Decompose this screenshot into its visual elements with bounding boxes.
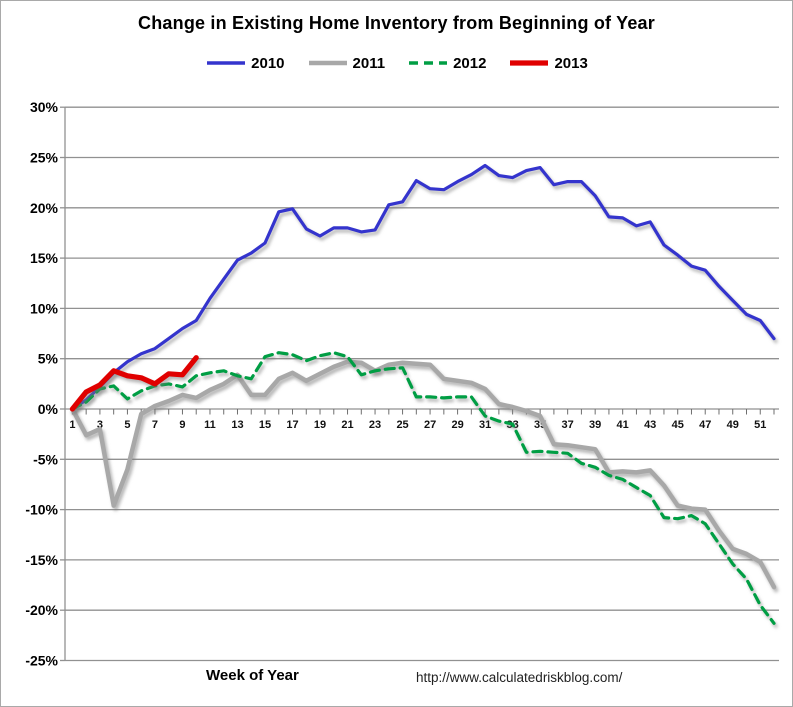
x-tick-label-17: 17 <box>286 419 298 431</box>
legend-swatch-2012 <box>409 61 448 65</box>
x-tick-label-19: 19 <box>314 419 326 431</box>
x-axis-title: Week of Year <box>206 667 299 684</box>
x-tick-label-7: 7 <box>152 419 158 431</box>
series-2012-line <box>70 351 776 625</box>
x-tick-label-37: 37 <box>562 419 574 431</box>
y-tick-label--15: -15% <box>25 552 58 568</box>
y-tick-label--5: -5% <box>33 451 58 467</box>
y-tick-label-10: 10% <box>30 300 59 316</box>
x-tick-label-27: 27 <box>424 419 436 431</box>
chart-title: Change in Existing Home Inventory from B… <box>138 13 655 33</box>
x-tick-label-43: 43 <box>644 419 656 431</box>
x-tick-label-25: 25 <box>396 419 408 431</box>
x-tick-label-45: 45 <box>672 419 684 431</box>
y-tick-label--25: -25% <box>25 653 58 669</box>
x-tick-label-23: 23 <box>369 419 381 431</box>
legend-label-2013: 2013 <box>554 54 588 72</box>
x-tick-label-47: 47 <box>699 419 711 431</box>
legend-item-2011: 2011 <box>307 54 386 72</box>
x-tick-label-39: 39 <box>589 419 601 431</box>
legend-item-2010: 2010 <box>205 54 285 72</box>
x-tick-label-29: 29 <box>451 419 463 431</box>
x-tick-label-21: 21 <box>341 419 353 431</box>
series-2011-line <box>70 359 777 590</box>
x-tick-label-15: 15 <box>259 419 271 431</box>
legend-swatch-2010 <box>207 61 246 65</box>
legend-label-2010: 2010 <box>251 54 285 72</box>
y-tick-label-15: 15% <box>30 250 59 266</box>
x-tick-label-13: 13 <box>231 419 243 431</box>
x-tick-label-49: 49 <box>727 419 739 431</box>
y-tick-label-5: 5% <box>38 351 59 367</box>
x-tick-label-11: 11 <box>204 419 216 431</box>
x-tick-label-5: 5 <box>124 419 130 431</box>
series-2010-line <box>70 163 776 411</box>
legend-swatch-2013 <box>510 60 549 66</box>
legend-item-2013: 2013 <box>508 54 588 72</box>
y-tick-label--20: -20% <box>25 602 58 618</box>
legend: 2010 2011 2012 2013 <box>1 51 792 75</box>
x-tick-label-9: 9 <box>179 419 185 431</box>
y-tick-label-0: 0% <box>38 401 59 417</box>
footer-url: http://www.calculatedriskblog.com/ <box>416 670 623 685</box>
legend-label-2011: 2011 <box>352 54 386 72</box>
x-tick-label-41: 41 <box>617 419 629 431</box>
x-tick-label-31: 31 <box>479 419 491 431</box>
x-tick-label-1: 1 <box>69 419 75 431</box>
legend-item-2012: 2012 <box>407 55 486 72</box>
legend-label-2012: 2012 <box>453 54 487 72</box>
y-tick-label-20: 20% <box>30 200 59 216</box>
x-tick-label-51: 51 <box>754 419 766 431</box>
y-tick-label--10: -10% <box>25 502 58 518</box>
y-tick-label-25: 25% <box>30 150 59 166</box>
y-tick-label-30: 30% <box>30 99 59 115</box>
series-2013-line <box>69 355 199 412</box>
legend-swatch-2011 <box>308 60 347 66</box>
x-tick-label-3: 3 <box>97 419 103 431</box>
